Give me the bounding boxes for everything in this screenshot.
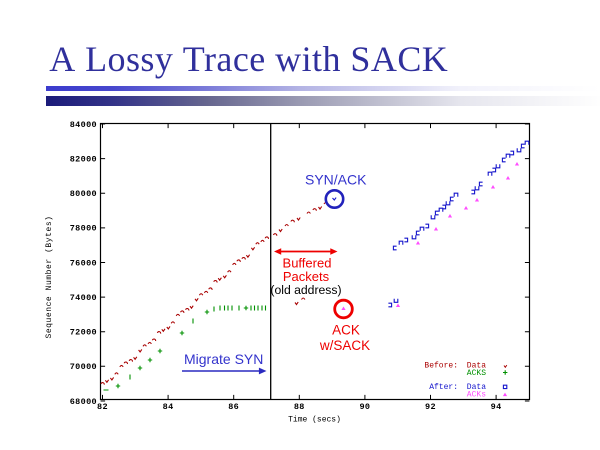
svg-text:ACKS: ACKS (467, 369, 486, 378)
svg-text:(old address): (old address) (270, 283, 341, 297)
svg-text:74000: 74000 (70, 293, 97, 303)
svg-text:80000: 80000 (70, 189, 97, 199)
svg-text:82: 82 (97, 402, 108, 412)
svg-text:94: 94 (491, 402, 502, 412)
svg-text:SYN/ACK: SYN/ACK (305, 172, 367, 188)
svg-text:84000: 84000 (70, 120, 97, 130)
svg-text:w/SACK: w/SACK (319, 338, 370, 353)
svg-text:Before:: Before: (424, 362, 458, 371)
svg-text:Packets: Packets (283, 269, 330, 284)
svg-text:Data: Data (467, 362, 486, 371)
svg-text:92: 92 (425, 402, 436, 412)
svg-text:82000: 82000 (70, 154, 97, 164)
svg-text:86: 86 (228, 402, 239, 412)
svg-text:ACKs: ACKs (467, 391, 486, 400)
svg-text:Data: Data (467, 383, 486, 392)
svg-text:78000: 78000 (70, 224, 97, 234)
svg-text:88: 88 (294, 402, 305, 412)
svg-text:70000: 70000 (70, 362, 97, 372)
svg-text:Time (secs): Time (secs) (288, 416, 341, 425)
svg-text:84: 84 (163, 402, 174, 412)
svg-text:90: 90 (359, 402, 370, 412)
svg-text:Sequence Number (Bytes): Sequence Number (Bytes) (45, 215, 54, 338)
svg-text:ACK: ACK (332, 323, 360, 338)
svg-text:Migrate SYN: Migrate SYN (184, 351, 263, 367)
svg-text:After:: After: (429, 383, 458, 392)
svg-text:68000: 68000 (70, 397, 97, 407)
svg-text:72000: 72000 (70, 328, 97, 338)
svg-text:Buffered: Buffered (283, 256, 332, 271)
svg-text:76000: 76000 (70, 258, 97, 268)
